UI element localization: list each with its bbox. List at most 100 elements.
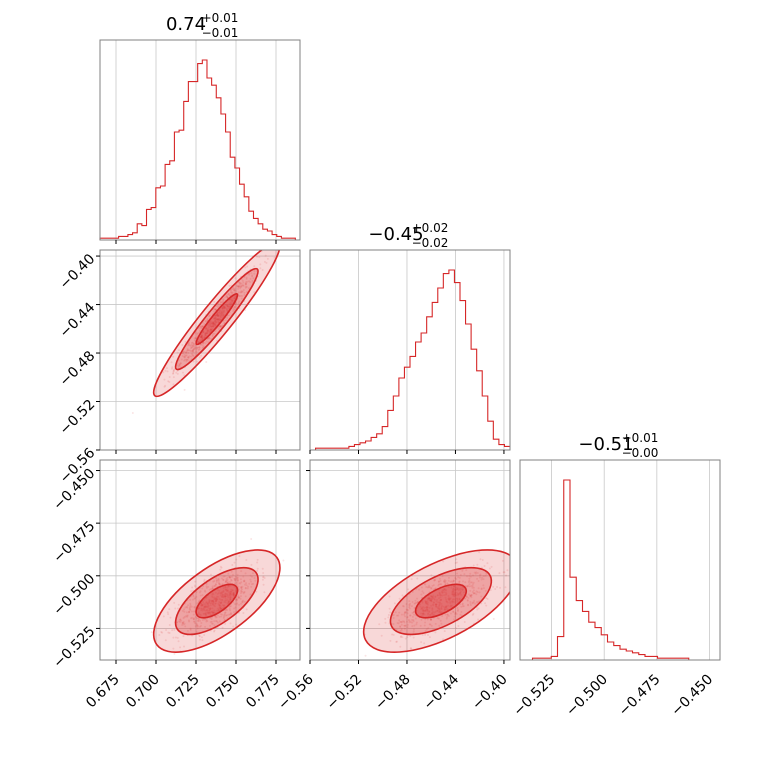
sample-point bbox=[449, 580, 452, 583]
sample-point bbox=[466, 599, 469, 602]
sample-point bbox=[224, 614, 227, 617]
sample-point bbox=[465, 569, 468, 572]
sample-point bbox=[218, 311, 221, 314]
sample-point bbox=[224, 595, 227, 598]
sample-point bbox=[219, 324, 222, 327]
sample-point bbox=[253, 291, 256, 294]
sample-point bbox=[389, 611, 392, 614]
sample-point bbox=[221, 306, 224, 309]
sample-point bbox=[186, 356, 189, 359]
sample-point bbox=[447, 614, 450, 617]
sample-point bbox=[220, 601, 223, 604]
sample-point bbox=[232, 594, 235, 597]
sample-point bbox=[201, 325, 204, 328]
sample-point bbox=[192, 360, 195, 363]
sample-point bbox=[189, 347, 192, 350]
sample-point bbox=[202, 331, 205, 334]
sample-point bbox=[397, 622, 400, 625]
sample-point bbox=[167, 613, 170, 616]
sample-point bbox=[408, 604, 411, 607]
sample-point bbox=[256, 558, 259, 561]
sample-point bbox=[215, 600, 218, 603]
sample-point bbox=[239, 283, 242, 286]
sample-point bbox=[415, 623, 418, 626]
sample-point bbox=[231, 589, 234, 592]
sample-point bbox=[214, 583, 217, 586]
sample-point bbox=[212, 324, 215, 327]
sample-point bbox=[247, 287, 250, 290]
sample-point bbox=[214, 602, 217, 605]
sample-point bbox=[227, 591, 230, 594]
sample-point bbox=[228, 592, 231, 595]
sample-point bbox=[236, 576, 239, 579]
sample-point bbox=[435, 603, 438, 606]
sample-point bbox=[403, 624, 406, 627]
sample-point bbox=[204, 603, 207, 606]
sample-point bbox=[233, 295, 236, 298]
sample-point bbox=[189, 627, 192, 630]
sample-point bbox=[253, 270, 256, 273]
sample-point bbox=[192, 595, 195, 598]
sample-point bbox=[189, 344, 192, 347]
sample-point bbox=[221, 311, 224, 314]
sample-point bbox=[202, 607, 205, 610]
sample-point bbox=[245, 608, 248, 611]
sample-point bbox=[214, 615, 217, 618]
sample-point bbox=[208, 325, 211, 328]
sample-point bbox=[210, 329, 213, 332]
sample-point bbox=[234, 579, 237, 582]
sample-point bbox=[464, 581, 467, 584]
sample-point bbox=[192, 618, 195, 621]
sample-point bbox=[229, 612, 232, 615]
sample-point bbox=[214, 314, 217, 317]
sample-point bbox=[437, 597, 440, 600]
sample-point bbox=[216, 313, 219, 316]
sample-point bbox=[230, 578, 233, 581]
sample-point bbox=[416, 601, 419, 604]
sample-point bbox=[481, 576, 484, 579]
sample-point bbox=[438, 601, 441, 604]
sample-point bbox=[420, 641, 423, 644]
sample-point bbox=[237, 287, 240, 290]
sample-point bbox=[485, 597, 488, 600]
sample-point bbox=[434, 610, 437, 613]
sample-point bbox=[220, 311, 223, 314]
sample-point bbox=[161, 631, 164, 634]
sample-point bbox=[220, 311, 223, 314]
sample-point bbox=[171, 367, 174, 370]
sample-point bbox=[204, 334, 207, 337]
sample-point bbox=[206, 332, 209, 335]
contour-level bbox=[362, 549, 510, 653]
sample-point bbox=[190, 341, 193, 344]
sample-point bbox=[228, 600, 231, 603]
sample-point bbox=[172, 369, 175, 372]
sample-point bbox=[237, 285, 240, 288]
sample-point bbox=[447, 598, 450, 601]
sample-point bbox=[192, 348, 195, 351]
sample-point bbox=[465, 596, 468, 599]
sample-point bbox=[234, 296, 237, 299]
sample-point bbox=[409, 647, 412, 650]
sample-point bbox=[177, 640, 180, 643]
sample-point bbox=[264, 254, 267, 257]
sample-point bbox=[213, 624, 216, 627]
sample-point bbox=[451, 590, 454, 593]
sample-point bbox=[501, 559, 504, 562]
sample-point bbox=[209, 320, 212, 323]
sample-point bbox=[220, 598, 223, 601]
sample-point bbox=[438, 607, 441, 610]
sample-point bbox=[384, 617, 387, 620]
sample-point bbox=[191, 344, 194, 347]
sample-point bbox=[453, 587, 456, 590]
sample-point bbox=[174, 636, 177, 639]
sample-point bbox=[227, 596, 230, 599]
title-value: 0.74 bbox=[166, 14, 206, 35]
sample-point bbox=[212, 322, 215, 325]
sample-point bbox=[222, 315, 225, 318]
sample-point bbox=[219, 601, 222, 604]
sample-point bbox=[429, 595, 432, 598]
sample-point bbox=[411, 625, 414, 628]
sample-point bbox=[212, 580, 215, 583]
sample-point bbox=[433, 597, 436, 600]
sample-point bbox=[425, 602, 428, 605]
